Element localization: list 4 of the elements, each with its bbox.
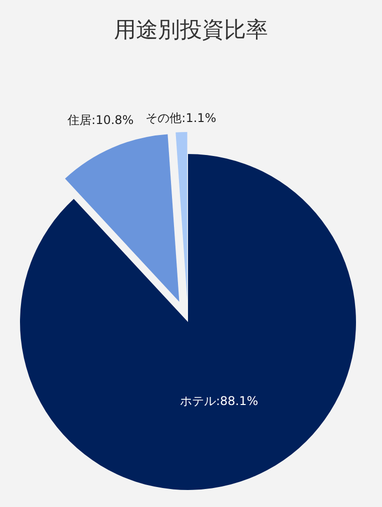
slice-label: ホテル:88.1% [180, 394, 258, 408]
chart-title: 用途別投資比率 [114, 18, 268, 43]
slice-label: その他:1.1% [146, 111, 216, 126]
slice-label: 住居:10.8% [66, 113, 134, 128]
